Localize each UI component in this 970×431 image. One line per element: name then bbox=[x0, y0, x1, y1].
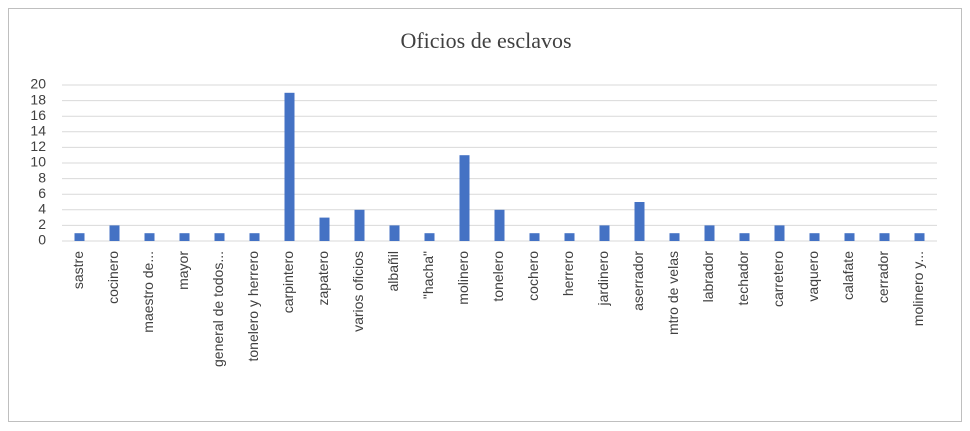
x-tick-label: carretero bbox=[770, 251, 786, 307]
x-tick-label: zapatero bbox=[315, 251, 331, 306]
x-tick-label: carpintero bbox=[280, 251, 296, 313]
x-tick-label: herrero bbox=[560, 251, 576, 296]
x-tick-label: albañil bbox=[385, 251, 401, 291]
bar bbox=[494, 209, 505, 241]
x-tick-label: labrador bbox=[700, 251, 716, 303]
x-tick-label: molinero bbox=[455, 251, 471, 305]
y-tick-label: 16 bbox=[30, 107, 46, 123]
bar bbox=[879, 233, 890, 241]
chart-border bbox=[8, 8, 962, 422]
y-tick-label: 14 bbox=[30, 123, 46, 139]
x-tick-label: techador bbox=[735, 251, 751, 306]
y-tick-label: 0 bbox=[38, 232, 46, 248]
bar bbox=[774, 225, 785, 241]
x-tick-label: mayor bbox=[175, 251, 191, 290]
bar bbox=[109, 225, 120, 241]
x-tick-label: aserrador bbox=[630, 251, 646, 311]
y-tick-label: 2 bbox=[38, 216, 46, 232]
y-tick-label: 4 bbox=[38, 201, 46, 217]
bar bbox=[214, 233, 225, 241]
bar bbox=[144, 233, 155, 241]
x-tick-label: mtro de velas bbox=[665, 251, 681, 335]
bar bbox=[704, 225, 715, 241]
x-tick-label: sastre bbox=[70, 251, 86, 289]
bar bbox=[249, 233, 260, 241]
chart-title: Oficios de esclavos bbox=[400, 28, 571, 53]
x-tick-label: cocinero bbox=[105, 251, 121, 304]
x-tick-label: cerrador bbox=[875, 251, 891, 303]
bar bbox=[914, 233, 925, 241]
bar bbox=[459, 155, 470, 241]
bar bbox=[284, 92, 295, 241]
bar bbox=[739, 233, 750, 241]
y-tick-label: 18 bbox=[30, 91, 46, 107]
bar bbox=[354, 209, 365, 241]
x-tick-label: varios oficios bbox=[350, 251, 366, 332]
bar bbox=[634, 202, 645, 241]
x-tick-label: molinero y... bbox=[910, 251, 926, 326]
x-tick-label: calafate bbox=[840, 251, 856, 300]
x-tick-label: vaquero bbox=[805, 251, 821, 302]
bar bbox=[319, 217, 330, 241]
y-tick-label: 10 bbox=[30, 154, 46, 170]
bar bbox=[179, 233, 190, 241]
bar bbox=[809, 233, 820, 241]
x-tick-label: jardinero bbox=[595, 251, 611, 307]
x-tick-label: tonelero bbox=[490, 251, 506, 302]
x-tick-label: maestro de... bbox=[140, 251, 156, 333]
x-tick-label: tonelero y herrero bbox=[245, 251, 261, 362]
bar bbox=[424, 233, 435, 241]
x-tick-label: cochero bbox=[525, 251, 541, 301]
bar bbox=[564, 233, 575, 241]
bar bbox=[529, 233, 540, 241]
bar bbox=[74, 233, 85, 241]
bar bbox=[389, 225, 400, 241]
y-tick-label: 8 bbox=[38, 169, 46, 185]
y-tick-label: 6 bbox=[38, 185, 46, 201]
y-tick-label: 12 bbox=[30, 138, 46, 154]
bar bbox=[599, 225, 610, 241]
x-tick-label: general de todos... bbox=[210, 251, 226, 367]
x-tick-label: "hacha" bbox=[420, 251, 436, 299]
bar bbox=[669, 233, 680, 241]
bar bbox=[844, 233, 855, 241]
y-tick-label: 20 bbox=[30, 76, 46, 92]
